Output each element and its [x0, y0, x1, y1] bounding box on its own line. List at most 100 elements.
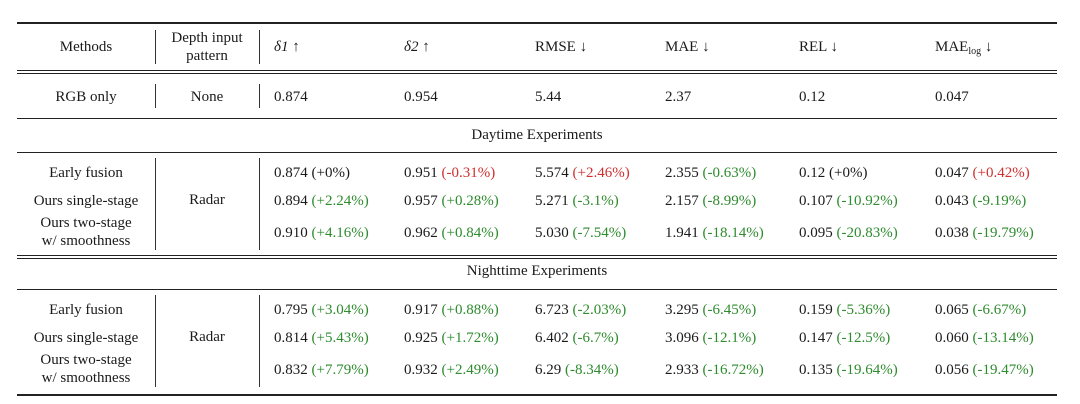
daytime-row-2-maelog-change: (-9.19%)	[972, 193, 1027, 209]
nighttime-row-2-rmse: 6.402 (-6.7%)	[535, 329, 619, 347]
nighttime-row-1-maelog: 0.065 (-6.67%)	[935, 301, 1026, 319]
day-vrule-1	[155, 158, 156, 250]
day-block-rule-lower	[17, 258, 1057, 259]
baseline-rmse: 5.44	[535, 89, 562, 105]
nighttime-row-3-rmse-value: 6.29	[535, 362, 565, 378]
nighttime-row-2-mae-value: 3.096	[665, 330, 703, 346]
daytime-row-1-maelog-change: (+0.42%)	[972, 165, 1030, 181]
daytime-row-3-delta1: 0.910 (+4.16%)	[274, 224, 369, 242]
daytime-row-1-rel-change: (+0%)	[829, 165, 868, 181]
header-depth-line1: Depth input	[171, 30, 243, 46]
nighttime-row-3-maelog-value: 0.056	[935, 362, 973, 378]
nighttime-row-3-delta1-change: (+7.79%)	[311, 362, 369, 378]
baseline-mae: 2.37	[665, 89, 692, 105]
header-depth-line2: pattern	[186, 48, 228, 64]
daytime-row-1-delta1-change: (+0%)	[311, 165, 350, 181]
daytime-row-2-maelog-value: 0.043	[935, 193, 973, 209]
daytime-row-3-rel-value: 0.095	[799, 225, 837, 241]
daytime-row-2-delta1: 0.894 (+2.24%)	[274, 192, 369, 210]
nighttime-row-3-mae-value: 2.933	[665, 362, 703, 378]
nighttime-row-1-mae: 3.295 (-6.45%)	[665, 301, 756, 319]
nighttime-row-2-rel-value: 0.147	[799, 330, 837, 346]
nighttime-row-2-delta2-value: 0.925	[404, 330, 442, 346]
header-rel: REL ↓	[799, 39, 839, 55]
day-vrule-2	[259, 158, 260, 250]
daytime-row-1-maelog-value: 0.047	[935, 165, 973, 181]
nighttime-row-2-rmse-value: 6.402	[535, 330, 573, 346]
daytime-row-2-delta1-value: 0.894	[274, 193, 312, 209]
baseline-vrule-1	[155, 84, 156, 108]
nighttime-row-3-rel-value: 0.135	[799, 362, 837, 378]
daytime-row-1-method-line-1: Early fusion	[49, 165, 123, 181]
nighttime-row-3-delta2: 0.932 (+2.49%)	[404, 361, 499, 379]
baseline-vrule-2	[259, 84, 260, 108]
daytime-row-1-rmse: 5.574 (+2.46%)	[535, 164, 630, 182]
nighttime-row-3-delta2-value: 0.932	[404, 362, 442, 378]
daytime-row-2-rmse-change: (-3.1%)	[572, 193, 619, 209]
nighttime-row-1-mae-value: 3.295	[665, 302, 703, 318]
nighttime-row-2-maelog: 0.060 (-13.14%)	[935, 329, 1034, 347]
header-delta2: δ2 ↑	[404, 39, 430, 55]
nighttime-row-1-method-line-1: Early fusion	[49, 302, 123, 318]
day-title-rule	[17, 152, 1057, 153]
daytime-row-3-rel-change: (-20.83%)	[836, 225, 898, 241]
nighttime-row-2-method-line-1: Ours single-stage	[33, 330, 139, 346]
nighttime-row-3-maelog: 0.056 (-19.47%)	[935, 361, 1034, 379]
daytime-row-3-rmse-value: 5.030	[535, 225, 573, 241]
nighttime-row-2-delta1-value: 0.814	[274, 330, 312, 346]
daytime-row-3-maelog-change: (-19.79%)	[972, 225, 1034, 241]
daytime-row-3-maelog-value: 0.038	[935, 225, 973, 241]
baseline-rel: 0.12	[799, 89, 826, 105]
daytime-row-3-maelog: 0.038 (-19.79%)	[935, 224, 1034, 242]
nighttime-row-2-delta2-change: (+1.72%)	[441, 330, 499, 346]
header-vrule-1	[155, 30, 156, 64]
header-mae: MAE ↓	[665, 39, 710, 55]
nighttime-row-3-mae: 2.933 (-16.72%)	[665, 361, 764, 379]
daytime-row-1-maelog: 0.047 (+0.42%)	[935, 164, 1030, 182]
nighttime-row-3-delta1-value: 0.832	[274, 362, 312, 378]
daytime-row-3-method-line-1: Ours two-stage	[40, 215, 132, 231]
header-rule-upper	[17, 70, 1057, 71]
nighttime-row-1-rmse-value: 6.723	[535, 302, 573, 318]
daytime-row-1-rel-value: 0.12	[799, 165, 829, 181]
header-delta1: δ1 ↑	[274, 39, 300, 55]
daytime-depth-pattern: Radar	[189, 192, 225, 208]
nighttime-row-3-rmse-change: (-8.34%)	[565, 362, 619, 378]
daytime-row-2-delta2-value: 0.957	[404, 193, 442, 209]
baseline-method: RGB only	[55, 89, 117, 105]
nighttime-row-2-rel: 0.147 (-12.5%)	[799, 329, 890, 347]
nighttime-row-1-rmse-change: (-2.03%)	[572, 302, 627, 318]
daytime-row-1-delta1-value: 0.874	[274, 165, 312, 181]
nighttime-row-2-delta2: 0.925 (+1.72%)	[404, 329, 499, 347]
nighttime-row-2-delta1: 0.814 (+5.43%)	[274, 329, 369, 347]
nighttime-row-1-delta1-change: (+3.04%)	[311, 302, 369, 318]
night-vrule-2	[259, 295, 260, 387]
daytime-row-2-method-line-1: Ours single-stage	[33, 193, 139, 209]
nighttime-row-2-maelog-change: (-13.14%)	[972, 330, 1034, 346]
nighttime-depth-pattern: Radar	[189, 329, 225, 345]
nighttime-row-3-delta1: 0.832 (+7.79%)	[274, 361, 369, 379]
daytime-row-1-delta1: 0.874 (+0%)	[274, 164, 350, 182]
header-maelog-sub: log	[968, 46, 982, 57]
header-rmse: RMSE ↓	[535, 39, 588, 55]
nighttime-row-1-rel-change: (-5.36%)	[836, 302, 891, 318]
baseline-delta1: 0.874	[274, 89, 308, 105]
nighttime-row-2-rel-change: (-12.5%)	[836, 330, 891, 346]
header-rule-lower	[17, 73, 1057, 74]
daytime-row-2-rel-change: (-10.92%)	[836, 193, 898, 209]
daytime-row-3-mae-change: (-18.14%)	[702, 225, 764, 241]
nighttime-row-1-maelog-change: (-6.67%)	[972, 302, 1027, 318]
daytime-row-1-delta2-value: 0.951	[404, 165, 442, 181]
nighttime-row-3-delta2-change: (+2.49%)	[441, 362, 499, 378]
header-maelog: MAElog ↓	[935, 38, 992, 61]
nighttime-row-2-maelog-value: 0.060	[935, 330, 973, 346]
header-methods: Methods	[59, 39, 113, 55]
nighttime-row-1-delta2-value: 0.917	[404, 302, 442, 318]
daytime-row-2-maelog: 0.043 (-9.19%)	[935, 192, 1026, 210]
daytime-row-3-mae: 1.941 (-18.14%)	[665, 224, 764, 242]
bottom-rule	[17, 394, 1057, 396]
daytime-row-3-delta2-value: 0.962	[404, 225, 442, 241]
nighttime-row-1-delta1: 0.795 (+3.04%)	[274, 301, 369, 319]
daytime-row-3-rel: 0.095 (-20.83%)	[799, 224, 898, 242]
section-title-nighttime: Nighttime Experiments	[466, 263, 608, 279]
